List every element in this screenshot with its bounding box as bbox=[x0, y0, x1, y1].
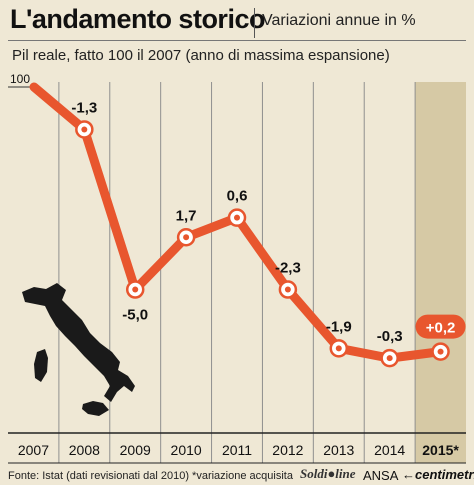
source-text: Fonte: Istat (dati revisionati dal 2010) bbox=[8, 470, 189, 482]
chart-title: L'andamento storico bbox=[10, 4, 265, 34]
data-point-dot bbox=[335, 345, 342, 352]
highlight-band-layer bbox=[415, 82, 466, 463]
x-tick-label: 2013 bbox=[323, 442, 354, 458]
data-point-dot bbox=[386, 355, 393, 362]
ansa-logo: ANSA bbox=[363, 468, 399, 483]
data-point-dot bbox=[437, 348, 444, 355]
x-tick-label: 2011 bbox=[222, 442, 252, 458]
title-divider bbox=[254, 8, 255, 38]
x-axis-layer bbox=[8, 432, 466, 464]
x-tick-label: 2007 bbox=[18, 442, 49, 458]
highlight-badge: +0,2 bbox=[415, 314, 466, 339]
data-label-layer: -1,3 -5,0 1,7 0,6 -2,3 -1,9 -0,3 +0,2 bbox=[71, 99, 466, 345]
x-tick-label: 2015* bbox=[422, 442, 459, 458]
x-tick-label: 2012 bbox=[272, 442, 303, 458]
data-point-dot bbox=[234, 214, 240, 221]
highlight-band bbox=[415, 82, 466, 463]
x-tick-label: 2008 bbox=[69, 442, 100, 458]
chart-description: Pil reale, fatto 100 il 2007 (anno di ma… bbox=[12, 47, 390, 64]
gridline-layer: 100 bbox=[8, 72, 416, 463]
centimetri-logo: ←centimetri bbox=[402, 467, 474, 482]
data-label: 1,7 bbox=[176, 207, 197, 224]
italy-map-icon bbox=[22, 283, 135, 416]
data-point-dot bbox=[132, 286, 139, 293]
data-point-dot bbox=[284, 286, 291, 293]
y-tick-label: 100 bbox=[10, 72, 30, 86]
soldionline-logo: Soldi●line bbox=[300, 466, 356, 481]
chart-area: 100 -1,3-5,01,70,6-2,3-1,9-0,3+0,2 2007 2… bbox=[8, 72, 466, 464]
data-label: -1,3 bbox=[71, 99, 97, 116]
chart-subtitle: Variazioni annue in % bbox=[262, 12, 416, 29]
data-label: +0,2 bbox=[426, 320, 456, 337]
data-label: -1,9 bbox=[326, 318, 352, 335]
x-tick-label: 2009 bbox=[120, 442, 151, 458]
header-rule bbox=[8, 40, 466, 41]
data-label: 0,6 bbox=[227, 188, 248, 205]
x-tick-label: 2010 bbox=[171, 442, 202, 458]
data-point-dot bbox=[81, 126, 88, 133]
footnote-text: *variazione acquisita bbox=[192, 470, 293, 482]
data-label: -5,0 bbox=[122, 307, 148, 324]
source-note: Fonte: Istat (dati revisionati dal 2010)… bbox=[8, 470, 293, 482]
data-label: -2,3 bbox=[275, 260, 301, 277]
data-point-dot bbox=[183, 234, 190, 241]
data-label: -0,3 bbox=[377, 328, 403, 345]
x-tick-layer: 2007 2008 2009 2010 2011 2012 2013 2014 2015* bbox=[18, 442, 460, 458]
badge-background bbox=[415, 314, 466, 339]
x-tick-label: 2014 bbox=[374, 442, 405, 458]
marker-layer bbox=[75, 120, 450, 368]
